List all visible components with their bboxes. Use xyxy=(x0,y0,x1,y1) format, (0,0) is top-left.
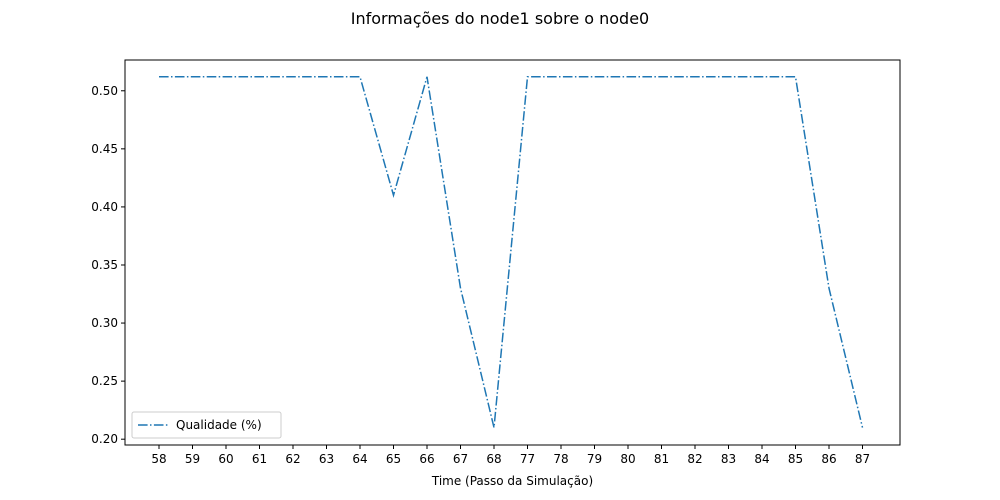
x-tick-label: 59 xyxy=(185,452,200,466)
legend-label: Qualidade (%) xyxy=(176,418,262,432)
x-tick-label: 58 xyxy=(151,452,166,466)
y-tick-label: 0.20 xyxy=(91,432,118,446)
x-tick-label: 81 xyxy=(654,452,669,466)
y-axis: 0.20 0.25 0.30 0.35 0.40 0.45 0.50 xyxy=(91,84,125,446)
x-tick-label: 80 xyxy=(620,452,635,466)
series-line xyxy=(159,76,864,428)
x-tick-label: 61 xyxy=(252,452,267,466)
x-tick-label: 62 xyxy=(285,452,300,466)
x-axis-label: Time (Passo da Simulação) xyxy=(431,474,593,488)
chart-title: Informações do node1 sobre o node0 xyxy=(351,9,649,28)
x-tick-label: 63 xyxy=(319,452,334,466)
x-tick-label: 78 xyxy=(553,452,568,466)
plot-area-frame xyxy=(124,59,901,446)
x-tick-label: 82 xyxy=(687,452,702,466)
x-tick-label: 65 xyxy=(386,452,401,466)
x-tick-label: 85 xyxy=(788,452,803,466)
y-tick-label: 0.45 xyxy=(91,142,118,156)
x-axis: 58 59 60 61 62 63 64 65 66 67 68 77 78 79 80 81 82 83 84 85… xyxy=(151,445,870,466)
x-tick-label: 86 xyxy=(821,452,836,466)
y-tick-label: 0.30 xyxy=(91,316,118,330)
x-tick-label: 84 xyxy=(754,452,769,466)
y-tick-label: 0.35 xyxy=(91,258,118,272)
x-tick-label: 64 xyxy=(352,452,367,466)
x-tick-label: 77 xyxy=(520,452,535,466)
y-tick-label: 0.40 xyxy=(91,200,118,214)
x-tick-label: 68 xyxy=(486,452,501,466)
legend-frame xyxy=(131,411,282,439)
legend: Qualidade (%) xyxy=(131,411,282,439)
x-tick-label: 83 xyxy=(721,452,736,466)
x-tick-label: 67 xyxy=(453,452,468,466)
series-layer xyxy=(159,76,864,428)
y-tick-label: 0.50 xyxy=(91,84,118,98)
x-tick-label: 87 xyxy=(855,452,870,466)
x-tick-label: 66 xyxy=(419,452,434,466)
y-tick-label: 0.25 xyxy=(91,374,118,388)
x-tick-label: 60 xyxy=(218,452,233,466)
x-tick-label: 79 xyxy=(587,452,602,466)
